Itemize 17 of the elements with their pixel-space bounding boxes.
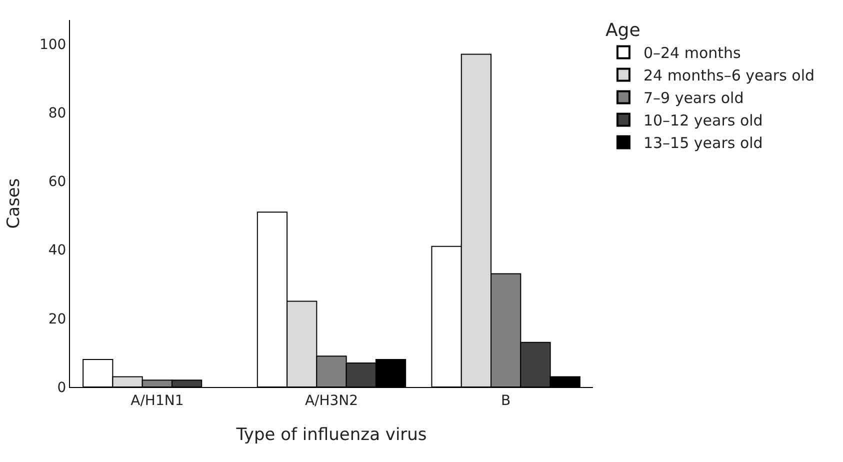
x-tick-label: A/H3N2 (304, 392, 358, 409)
legend-label: 13–15 years old (643, 134, 763, 152)
y-tick-label: 80 (48, 106, 66, 122)
y-tick-label: 40 (48, 242, 66, 259)
legend-label: 24 months–6 years old (643, 66, 815, 85)
y-tick-label: 0 (57, 380, 66, 396)
legend-label: 7–9 years old (643, 89, 744, 108)
y-tick-label: 60 (48, 174, 66, 190)
x-axis-title: Type of influenza virus (235, 425, 427, 446)
legend-label: 10–12 years old (643, 112, 763, 130)
x-tick-label: A/H1N1 (130, 392, 184, 409)
y-tick-label: 100 (39, 36, 66, 53)
y-axis-title: Cases (4, 178, 24, 229)
legend-title: Age (605, 20, 640, 42)
x-tick-label: B (501, 392, 511, 409)
y-tick-label: 20 (48, 311, 66, 328)
legend-label: 0–24 months (643, 44, 742, 62)
